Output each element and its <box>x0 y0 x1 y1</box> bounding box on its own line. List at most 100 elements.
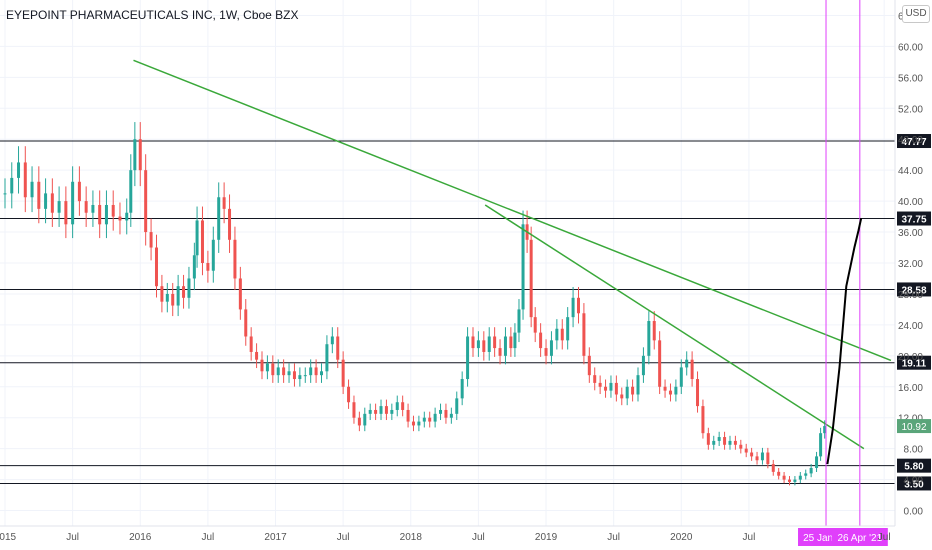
price-tick-label: 60.00 <box>898 42 923 53</box>
candle-body <box>598 382 602 387</box>
time-tick-label: 2018 <box>400 532 423 543</box>
candle-body <box>298 375 302 380</box>
candle-body <box>111 204 115 217</box>
price-tick-label: 44.00 <box>898 166 923 177</box>
trendlines <box>133 59 892 450</box>
candle-body <box>571 297 575 318</box>
candle-body <box>144 170 148 233</box>
date-marker-label: 25 Jan '21 <box>803 533 849 544</box>
candle-body <box>395 402 399 410</box>
candle-body <box>422 417 426 422</box>
price-tick-label: 48.00 <box>898 135 923 146</box>
date-marker-label: 26 Apr '21 <box>837 533 882 544</box>
candle-body <box>17 162 21 178</box>
candle-body <box>771 464 775 472</box>
candle-body <box>733 440 737 445</box>
candle-body <box>529 239 533 318</box>
candle-body <box>696 379 700 407</box>
candle-body <box>566 317 570 341</box>
candle-body <box>276 367 280 376</box>
candle-body <box>125 212 129 221</box>
candle-body <box>160 286 164 302</box>
candle-body <box>192 255 196 279</box>
candle-body <box>513 332 517 349</box>
projection-path <box>826 217 863 465</box>
candle-body <box>71 181 75 225</box>
candle-body <box>471 336 475 349</box>
candle-body <box>787 479 791 482</box>
candle-body <box>750 452 754 457</box>
level-label: 19.11 <box>902 359 927 370</box>
level-label: 3.50 <box>904 479 924 490</box>
candle-body <box>325 344 329 372</box>
candle-body <box>782 475 786 480</box>
candle-body <box>766 452 770 465</box>
price-tick-label: 52.00 <box>898 104 923 115</box>
candle-body <box>363 413 367 426</box>
candle-body <box>614 382 618 395</box>
level-label: 5.80 <box>904 462 924 473</box>
candle-body <box>560 328 564 341</box>
candle-body <box>449 413 453 418</box>
candle-body <box>503 336 507 356</box>
candle-body <box>23 162 27 198</box>
candle-body <box>712 440 716 445</box>
candle-body <box>57 201 61 213</box>
projection-line <box>826 217 863 465</box>
candle-body <box>260 359 264 372</box>
price-axis[interactable]: 0.004.008.0012.0016.0020.0024.0028.0032.… <box>894 0 931 526</box>
candle-body <box>352 402 356 418</box>
candle-body <box>165 293 169 302</box>
candle-body <box>701 406 705 434</box>
candle-body <box>809 467 813 474</box>
candle-body <box>118 216 122 221</box>
candle-body <box>439 409 443 414</box>
candle-body <box>482 340 486 352</box>
candle-body <box>149 232 153 248</box>
candle-body <box>50 193 54 213</box>
candle-body <box>390 409 394 414</box>
level-tag <box>897 211 931 226</box>
candle-body <box>777 471 781 476</box>
candle-body <box>238 278 242 310</box>
price-tick-label: 20.00 <box>898 352 923 363</box>
last-price-label: 10.92 <box>901 422 926 433</box>
time-tick-label: 2019 <box>535 532 558 543</box>
candle-body <box>64 201 68 225</box>
candle-body <box>455 398 459 414</box>
currency-button[interactable]: USD <box>902 5 930 23</box>
candle-body <box>793 479 797 482</box>
time-tick-label: Jul <box>607 532 620 543</box>
candle-body <box>129 170 133 213</box>
horizontal-levels: 47.77 37.75 28.58 19.11 5.80 3.50 <box>0 134 931 491</box>
candle-body <box>493 336 497 349</box>
candle-body <box>10 177 14 194</box>
candle-body <box>182 286 186 298</box>
candle-body <box>104 204 108 225</box>
candle-body <box>582 313 586 356</box>
price-tick-label: 36.00 <box>898 228 923 239</box>
candle-body <box>815 456 819 468</box>
candle-body <box>804 473 808 476</box>
time-tick-label: Jul <box>472 532 485 543</box>
candle-body <box>576 297 580 314</box>
candle-body <box>533 317 537 333</box>
candle-body <box>417 421 421 426</box>
candle-body <box>244 309 248 337</box>
candle-body <box>37 181 41 209</box>
time-tick-label: Jul <box>878 532 891 543</box>
candle-body <box>498 348 502 356</box>
price-tick-label: 8.00 <box>904 445 924 456</box>
candle-body <box>3 193 7 195</box>
candle-body <box>652 321 656 341</box>
price-tick-label: 56.00 <box>898 73 923 84</box>
candle-body <box>44 193 48 209</box>
price-tick-label: 24.00 <box>898 321 923 332</box>
candle-body <box>739 444 743 449</box>
candle-body <box>271 363 275 376</box>
level-tag <box>897 355 931 370</box>
price-tick-label: 4.00 <box>904 476 924 487</box>
